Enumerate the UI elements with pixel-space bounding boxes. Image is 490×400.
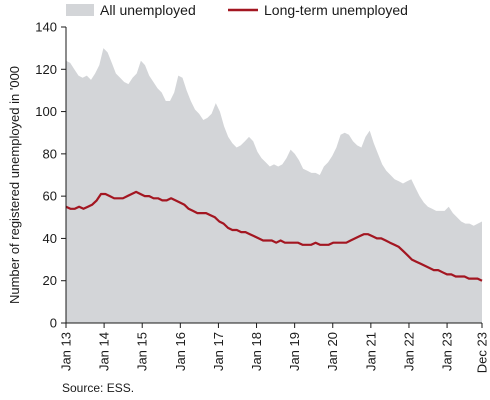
y-tick-label: 100 (35, 104, 57, 119)
x-tick-label: Jan 13 (59, 332, 74, 371)
legend-swatch-all-unemployed (66, 4, 94, 16)
x-tick-label: Jan 14 (97, 332, 112, 371)
series-area-all-unemployed (66, 48, 482, 323)
source-note: Source: ESS. (62, 381, 135, 395)
y-axis-title: Number of registered unemployed in '000 (7, 66, 22, 304)
legend-label-all-unemployed: All unemployed (100, 2, 196, 18)
x-tick-label: Jan 23 (440, 332, 455, 371)
y-tick-label: 20 (43, 273, 57, 288)
y-tick-label: 60 (43, 189, 57, 204)
x-tick-label: Jan 17 (211, 332, 226, 371)
legend-label-long-term-unemployed: Long-term unemployed (264, 2, 408, 18)
x-tick-label: Jan 19 (287, 332, 302, 371)
y-tick-label: 80 (43, 146, 57, 161)
x-tick-label: Jan 18 (249, 332, 264, 371)
x-tick-label: Jan 20 (325, 332, 340, 371)
y-tick-label: 0 (50, 316, 57, 331)
x-tick-label: Dec 23 (475, 332, 490, 373)
y-tick-label: 40 (43, 231, 57, 246)
x-tick-label: Jan 16 (173, 332, 188, 371)
y-tick-label: 140 (35, 20, 57, 35)
x-tick-label: Jan 22 (401, 332, 416, 371)
x-tick-label: Jan 21 (363, 332, 378, 371)
y-tick-label: 120 (35, 62, 57, 77)
series-line-long-term-unemployed (65, 190, 483, 282)
x-tick-label: Jan 15 (135, 332, 150, 371)
